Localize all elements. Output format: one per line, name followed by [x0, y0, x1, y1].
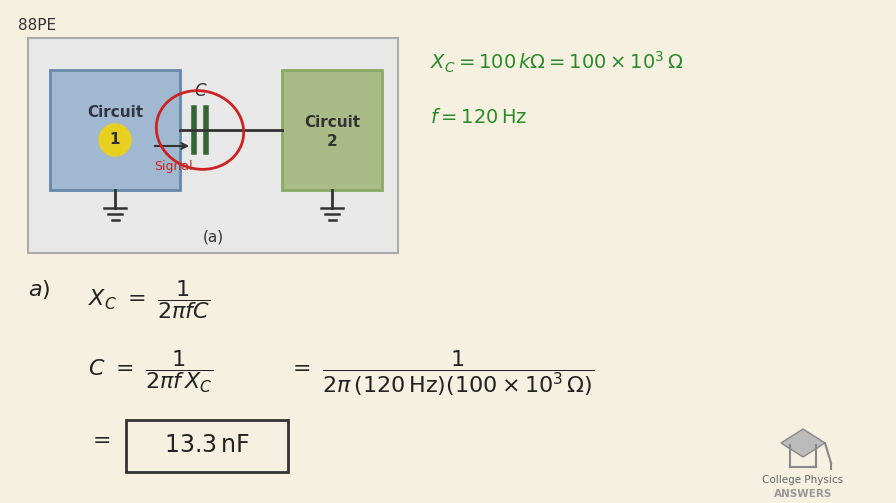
Text: $X_C\ =\ \dfrac{1}{2\pi f C}$: $X_C\ =\ \dfrac{1}{2\pi f C}$ [88, 278, 211, 321]
Text: 1: 1 [109, 132, 120, 147]
Text: Circuit: Circuit [304, 115, 360, 129]
Text: C: C [194, 82, 206, 100]
Text: $13.3\,\mathrm{nF}$: $13.3\,\mathrm{nF}$ [164, 435, 250, 458]
FancyBboxPatch shape [28, 38, 398, 253]
Text: Circuit: Circuit [87, 105, 143, 120]
Text: $X_C = 100\,k\Omega = 100\times10^3\,\Omega$: $X_C = 100\,k\Omega = 100\times10^3\,\Om… [430, 50, 684, 75]
Text: $C\ =\ \dfrac{1}{2\pi f\,X_C}$: $C\ =\ \dfrac{1}{2\pi f\,X_C}$ [88, 348, 213, 394]
Text: Signal: Signal [154, 160, 193, 173]
Text: $=$: $=$ [88, 428, 110, 450]
Text: 88PE: 88PE [18, 18, 56, 33]
Circle shape [99, 124, 131, 156]
Text: College Physics: College Physics [762, 475, 843, 485]
Text: $f = 120\,\mathrm{Hz}$: $f = 120\,\mathrm{Hz}$ [430, 108, 528, 127]
FancyBboxPatch shape [282, 70, 382, 190]
Polygon shape [781, 429, 825, 457]
Text: $a)$: $a)$ [28, 278, 50, 301]
Text: ANSWERS: ANSWERS [774, 489, 832, 499]
Text: (a): (a) [202, 230, 224, 245]
Text: 2: 2 [327, 134, 338, 149]
FancyBboxPatch shape [126, 420, 288, 472]
Text: $=\ \dfrac{1}{2\pi\,(120\,\mathrm{Hz})(100\times10^3\,\Omega)}$: $=\ \dfrac{1}{2\pi\,(120\,\mathrm{Hz})(1… [288, 348, 594, 397]
FancyBboxPatch shape [50, 70, 180, 190]
